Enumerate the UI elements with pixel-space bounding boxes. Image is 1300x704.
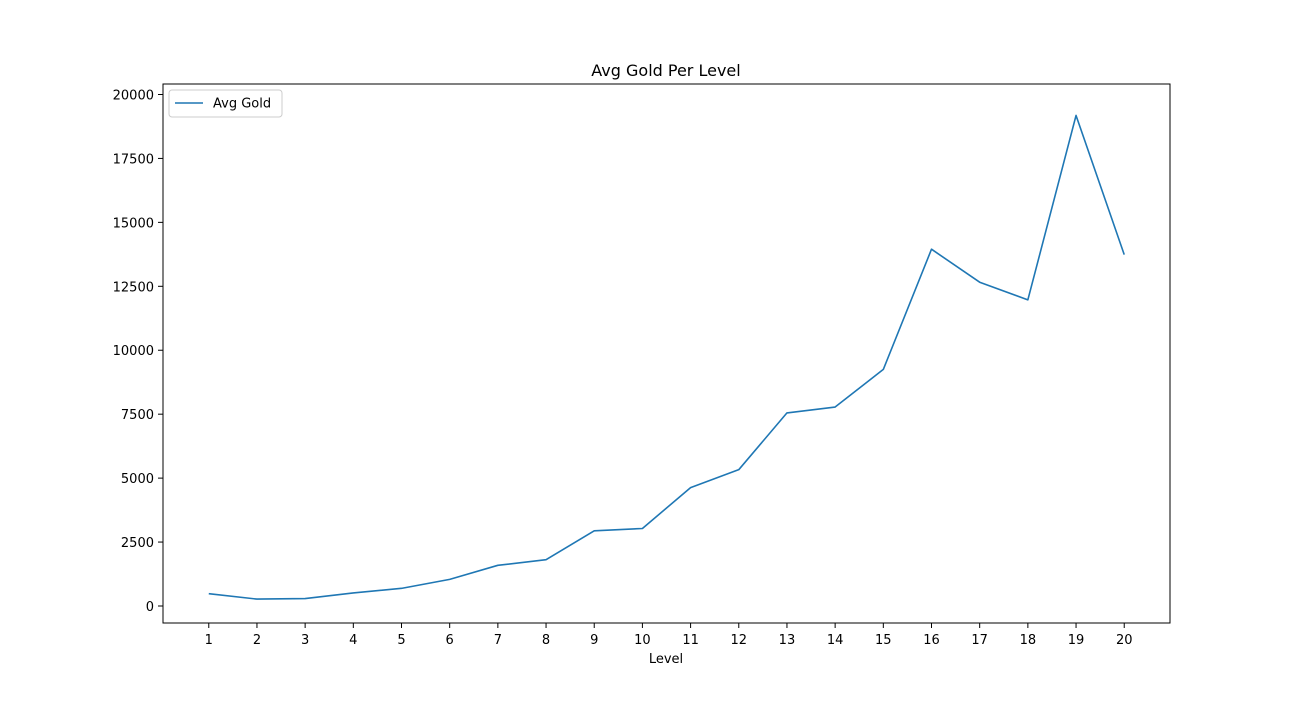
x-tick-label: 9 xyxy=(590,633,598,648)
y-tick-label: 5000 xyxy=(121,472,154,487)
x-tick-label: 13 xyxy=(779,633,796,648)
y-tick-label: 2500 xyxy=(121,536,154,551)
x-tick-label: 3 xyxy=(301,633,309,648)
x-tick-label: 20 xyxy=(1116,633,1133,648)
x-tick-label: 4 xyxy=(349,633,357,648)
x-tick-label: 12 xyxy=(730,633,747,648)
legend: Avg Gold xyxy=(168,89,283,118)
chart-title: Avg Gold Per Level xyxy=(591,61,740,80)
x-tick-label: 15 xyxy=(875,633,892,648)
x-tick-label: 11 xyxy=(682,633,699,648)
plot-frame xyxy=(162,83,1171,624)
x-tick-label: 18 xyxy=(1020,633,1037,648)
x-tick-label: 2 xyxy=(253,633,261,648)
x-axis-label: Level xyxy=(649,652,683,667)
x-tick-label: 8 xyxy=(542,633,550,648)
x-tick-label: 7 xyxy=(494,633,502,648)
x-tick-label: 1 xyxy=(205,633,213,648)
x-tick-label: 14 xyxy=(827,633,844,648)
series-line-avg-gold xyxy=(208,114,1125,600)
x-tick-label: 17 xyxy=(971,633,988,648)
plot-area: 1 2 3 4 5 6 7 8 9 10 11 12 13 14 15 16 17 18 19 20025005000… xyxy=(113,83,1171,648)
x-tick-label: 10 xyxy=(634,633,651,648)
x-tick-label: 19 xyxy=(1068,633,1085,648)
y-tick-label: 17500 xyxy=(113,152,154,167)
legend-label-avg-gold: Avg Gold xyxy=(213,97,271,112)
x-tick-label: 16 xyxy=(923,633,940,648)
x-tick-label: 5 xyxy=(397,633,405,648)
y-tick-label: 7500 xyxy=(121,408,154,423)
y-tick-label: 10000 xyxy=(113,344,154,359)
legend-box xyxy=(168,89,283,118)
x-tick-label: 6 xyxy=(446,633,454,648)
y-tick-label: 0 xyxy=(146,600,154,615)
y-tick-label: 12500 xyxy=(113,280,154,295)
y-tick-label: 20000 xyxy=(113,88,154,103)
y-tick-label: 15000 xyxy=(113,216,154,231)
